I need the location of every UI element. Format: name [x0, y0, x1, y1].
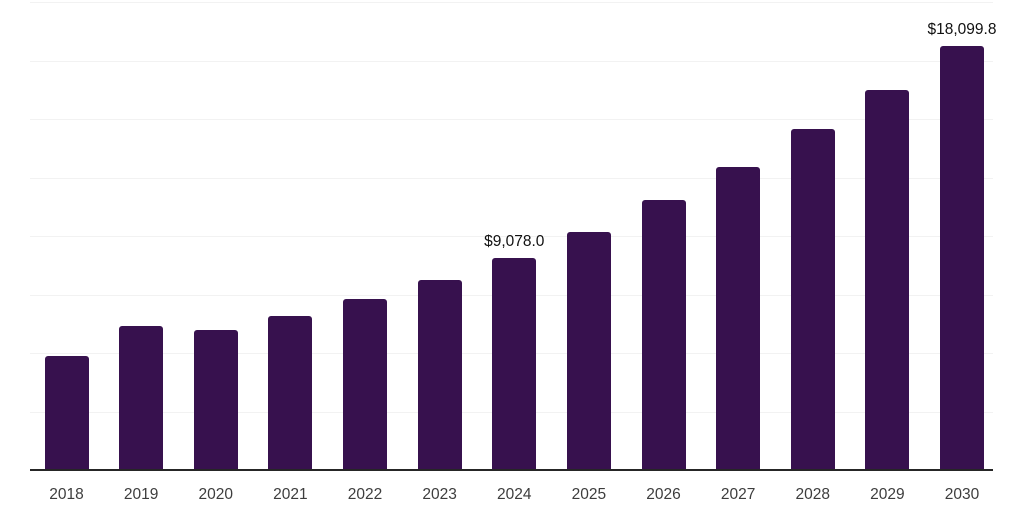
- bar-2021: [268, 316, 313, 470]
- x-tick-2022: 2022: [347, 486, 383, 503]
- bar-2028: [790, 129, 835, 470]
- x-tick-2021: 2021: [273, 486, 308, 503]
- bar-2025: [566, 231, 611, 470]
- x-tick-2029: 2029: [870, 486, 905, 503]
- bar-2026: [641, 200, 686, 470]
- x-tick-2023: 2023: [422, 486, 457, 503]
- x-axis-line: [30, 469, 993, 471]
- bar-2030: [940, 46, 984, 470]
- bar-value-label-2030: $18,099.8: [927, 21, 997, 39]
- gridline: [30, 119, 993, 120]
- x-tick-2028: 2028: [795, 486, 830, 503]
- x-tick-2019: 2019: [123, 486, 159, 503]
- gridline: [30, 60, 993, 62]
- bar-2022: [343, 299, 387, 470]
- x-tick-2024: 2024: [497, 486, 532, 503]
- x-tick-2030: 2030: [944, 486, 980, 503]
- x-tick-2027: 2027: [720, 486, 756, 503]
- bar-2027: [716, 166, 761, 470]
- bar-2024: [492, 257, 537, 470]
- x-tick-2025: 2025: [571, 486, 607, 503]
- gridline: [30, 177, 993, 179]
- x-tick-2026: 2026: [646, 486, 681, 503]
- bar-2018: [44, 356, 89, 470]
- bar-2020: [193, 330, 238, 470]
- x-tick-2020: 2020: [198, 486, 233, 503]
- x-tick-2018: 2018: [49, 486, 84, 503]
- bar-2019: [119, 326, 164, 470]
- gridline: [30, 2, 993, 3]
- bar-value-label-2024: $9,078.0: [484, 232, 545, 250]
- bar-2029: [865, 89, 910, 470]
- bar-2023: [417, 279, 462, 470]
